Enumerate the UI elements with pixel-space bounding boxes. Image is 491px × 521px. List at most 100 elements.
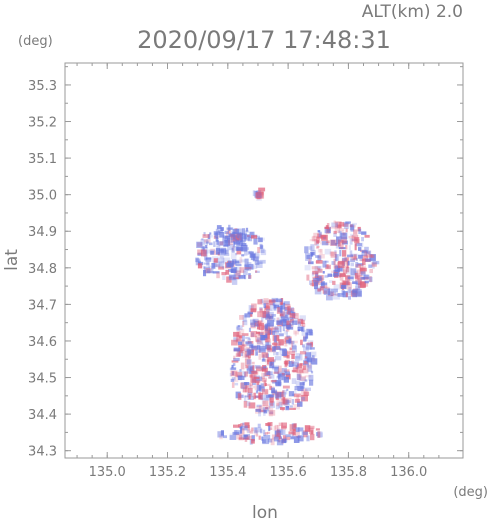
data-cell [245, 342, 252, 346]
data-cell [262, 400, 269, 406]
data-cell [268, 300, 274, 306]
data-cell [251, 361, 255, 365]
data-cell [206, 261, 210, 266]
data-cell [317, 432, 323, 437]
x-tick-label: 135.8 [330, 465, 367, 480]
data-cell [263, 433, 266, 436]
data-cell [337, 260, 345, 268]
data-cell [310, 252, 314, 257]
data-cell [295, 427, 300, 433]
data-cell [239, 394, 244, 399]
y-tick-label: 34.4 [28, 408, 57, 423]
data-cell [246, 265, 251, 271]
data-cell [246, 428, 252, 433]
data-cell [273, 304, 277, 311]
data-cell [236, 240, 243, 243]
data-cell [246, 359, 252, 365]
data-cell [260, 249, 267, 256]
data-cell [349, 238, 353, 245]
data-cell [289, 320, 294, 327]
data-cell [224, 240, 232, 244]
data-cell [274, 367, 279, 374]
data-cell [310, 244, 315, 251]
data-cell [210, 234, 213, 238]
data-cell [364, 246, 369, 251]
data-cell [277, 433, 282, 440]
data-cell [330, 239, 336, 246]
data-cell [239, 267, 245, 273]
data-cell [251, 235, 258, 239]
data-cell [290, 436, 295, 440]
data-cell [216, 272, 220, 279]
data-cell [248, 263, 254, 270]
data-cell [283, 402, 290, 406]
data-cell [287, 305, 291, 312]
data-cell [314, 282, 319, 290]
data-cell [280, 312, 287, 318]
data-cell [369, 276, 372, 283]
data-cell [235, 264, 242, 267]
data-cell [267, 431, 271, 434]
data-cell [233, 357, 240, 362]
data-cell [259, 379, 267, 383]
data-cell [280, 407, 285, 410]
data-cell [276, 351, 280, 356]
data-cell [229, 275, 234, 279]
data-cell [253, 392, 256, 400]
data-cell [261, 358, 266, 362]
data-cell [284, 397, 292, 403]
data-cell [251, 345, 259, 350]
data-cell [336, 236, 342, 242]
data-cell [281, 429, 286, 436]
data-cell [311, 355, 315, 359]
data-cell [269, 401, 276, 408]
data-cell [339, 250, 342, 257]
data-cell [261, 316, 264, 322]
data-cell [288, 431, 295, 435]
data-cell [214, 232, 219, 237]
data-cell [301, 329, 306, 336]
data-cell [249, 430, 254, 434]
data-cell [266, 410, 274, 414]
data-cell [317, 248, 322, 253]
data-cell [291, 399, 294, 405]
data-cell [291, 308, 295, 311]
data-cell [285, 434, 291, 437]
data-cell [247, 429, 250, 434]
data-cell [249, 231, 255, 239]
data-cell [247, 392, 253, 396]
data-cell [265, 341, 269, 346]
data-cell [333, 264, 340, 269]
data-cell [345, 228, 348, 233]
data-cell [231, 360, 239, 363]
data-cell [326, 228, 331, 233]
data-cell [273, 436, 279, 442]
data-cell [355, 264, 361, 268]
data-cell [267, 347, 271, 353]
data-cell [253, 370, 258, 378]
data-cell [265, 328, 268, 334]
data-cell [351, 256, 358, 261]
data-cell [280, 311, 288, 319]
data-cell [213, 258, 218, 263]
data-cell [286, 320, 291, 325]
data-cell [218, 261, 225, 267]
data-cell [264, 328, 269, 334]
data-cell [250, 352, 254, 355]
data-cell [340, 232, 348, 240]
data-cell [244, 234, 250, 241]
data-cell [360, 276, 365, 280]
data-cell [305, 343, 312, 350]
data-cell [248, 273, 251, 279]
data-cell [267, 319, 274, 327]
data-cell [234, 430, 238, 436]
data-cell [254, 395, 262, 399]
data-cell [236, 325, 243, 331]
plot-frame [64, 62, 464, 459]
y-unit-label: (deg) [18, 34, 53, 49]
data-cell [315, 428, 320, 431]
data-cell [229, 373, 232, 377]
data-cell [291, 378, 297, 384]
data-cell [337, 293, 344, 297]
data-cell [364, 251, 367, 257]
